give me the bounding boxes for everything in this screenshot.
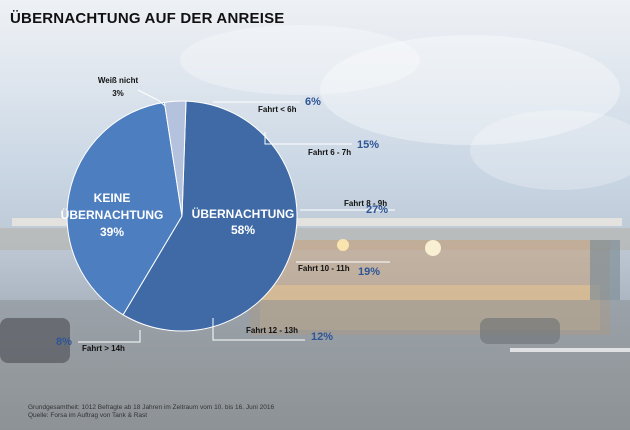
breakdown-value-3: 19% [358,266,380,278]
breakdown-label-4: Fahrt 12 - 13h [246,326,298,335]
breakdown-value-5: 8% [56,336,72,348]
leader-breakdown-5 [78,330,141,343]
slice-value-weiss-nicht: 3% [112,89,124,98]
slice-value-keine: 39% [100,225,124,239]
slice-value-ubernachtung: 58% [231,223,255,237]
footnote-population: Grundgesamtheit: 1012 Befragte ab 18 Jah… [28,404,275,411]
leader-breakdown-1 [264,132,352,145]
page-title: ÜBERNACHTUNG AUF DER ANREISE [10,10,285,27]
breakdown-value-4: 12% [311,331,333,343]
leader-weiss-nicht [137,89,166,107]
slice-label-weiss-nicht: Weiß nicht [98,76,139,85]
breakdown-label-5: Fahrt > 14h [82,344,125,353]
breakdown-value-1: 15% [357,139,379,151]
slice-label-keine: KEINE [94,191,131,205]
breakdown-label-0: Fahrt < 6h [258,105,297,114]
breakdown-value-0: 6% [305,96,321,108]
breakdown-value-2: 27% [366,204,388,216]
slice-label-keine-2: ÜBERNACHTUNG [61,207,164,222]
footnote: Grundgesamtheit: 1012 Befragte ab 18 Jah… [28,404,274,420]
slice-weiss-nicht [163,100,187,217]
slice-label-ubernachtung: ÜBERNACHTUNG [192,206,295,221]
breakdown-label-1: Fahrt 6 - 7h [308,148,351,157]
breakdown-label-2: Fahrt 8 - 9h [344,199,387,208]
footnote-source: Quelle: Forsa im Auftrag von Tank & Rast [28,412,148,419]
leader-breakdown-4 [212,318,305,341]
slice-ubernachtung [122,100,298,332]
breakdown-label-3: Fahrt 10 - 11h [298,264,350,273]
slice-keine-ubernachtung [66,101,183,316]
